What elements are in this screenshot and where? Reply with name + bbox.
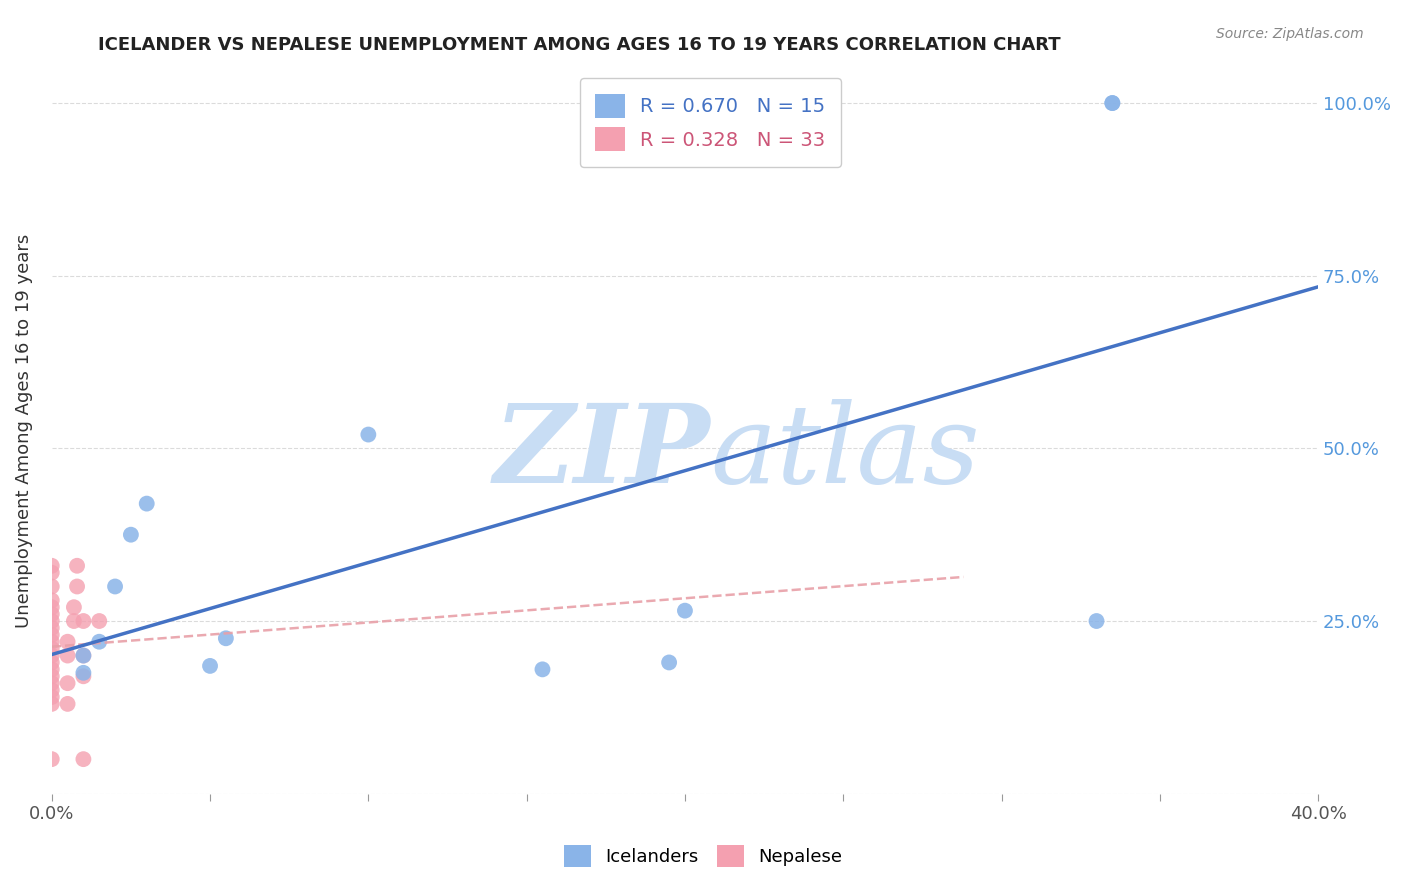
Point	[66, 579, 89, 593]
Text: ICELANDER VS NEPALESE UNEMPLOYMENT AMONG AGES 16 TO 19 YEARS CORRELATION CHART: ICELANDER VS NEPALESE UNEMPLOYMENT AMONG…	[98, 36, 1062, 54]
Legend: Icelanders, Nepalese: Icelanders, Nepalese	[557, 838, 849, 874]
Point	[56, 676, 79, 690]
Point	[357, 427, 380, 442]
Point	[120, 527, 142, 541]
Point	[41, 634, 63, 648]
Point	[72, 648, 94, 663]
Point	[41, 690, 63, 704]
Legend: R = 0.670   N = 15, R = 0.328   N = 33: R = 0.670 N = 15, R = 0.328 N = 33	[579, 78, 841, 167]
Point	[531, 662, 554, 676]
Point	[41, 600, 63, 615]
Point	[41, 614, 63, 628]
Point	[41, 676, 63, 690]
Text: atlas: atlas	[710, 399, 980, 507]
Text: ZIP: ZIP	[494, 399, 710, 507]
Y-axis label: Unemployment Among Ages 16 to 19 years: Unemployment Among Ages 16 to 19 years	[15, 234, 32, 628]
Point	[56, 648, 79, 663]
Point	[41, 669, 63, 683]
Point	[41, 566, 63, 580]
Point	[63, 614, 86, 628]
Point	[89, 614, 111, 628]
Point	[72, 648, 94, 663]
Point	[41, 662, 63, 676]
Point	[72, 665, 94, 680]
Point	[56, 634, 79, 648]
Point	[41, 593, 63, 607]
Point	[66, 558, 89, 573]
Point	[135, 497, 157, 511]
Point	[41, 558, 63, 573]
Point	[41, 683, 63, 698]
Point	[72, 669, 94, 683]
Point	[41, 628, 63, 642]
Point	[41, 579, 63, 593]
Point	[41, 607, 63, 621]
Point	[104, 579, 127, 593]
Point	[673, 604, 696, 618]
Point	[1101, 96, 1123, 111]
Point	[1101, 96, 1123, 111]
Point	[72, 614, 94, 628]
Point	[41, 656, 63, 670]
Point	[63, 600, 86, 615]
Point	[41, 697, 63, 711]
Point	[41, 752, 63, 766]
Point	[658, 656, 681, 670]
Point	[56, 697, 79, 711]
Text: Source: ZipAtlas.com: Source: ZipAtlas.com	[1216, 27, 1364, 41]
Point	[89, 634, 111, 648]
Point	[198, 659, 221, 673]
Point	[41, 621, 63, 635]
Point	[72, 752, 94, 766]
Point	[41, 648, 63, 663]
Point	[215, 632, 238, 646]
Point	[1085, 614, 1108, 628]
Point	[41, 641, 63, 656]
